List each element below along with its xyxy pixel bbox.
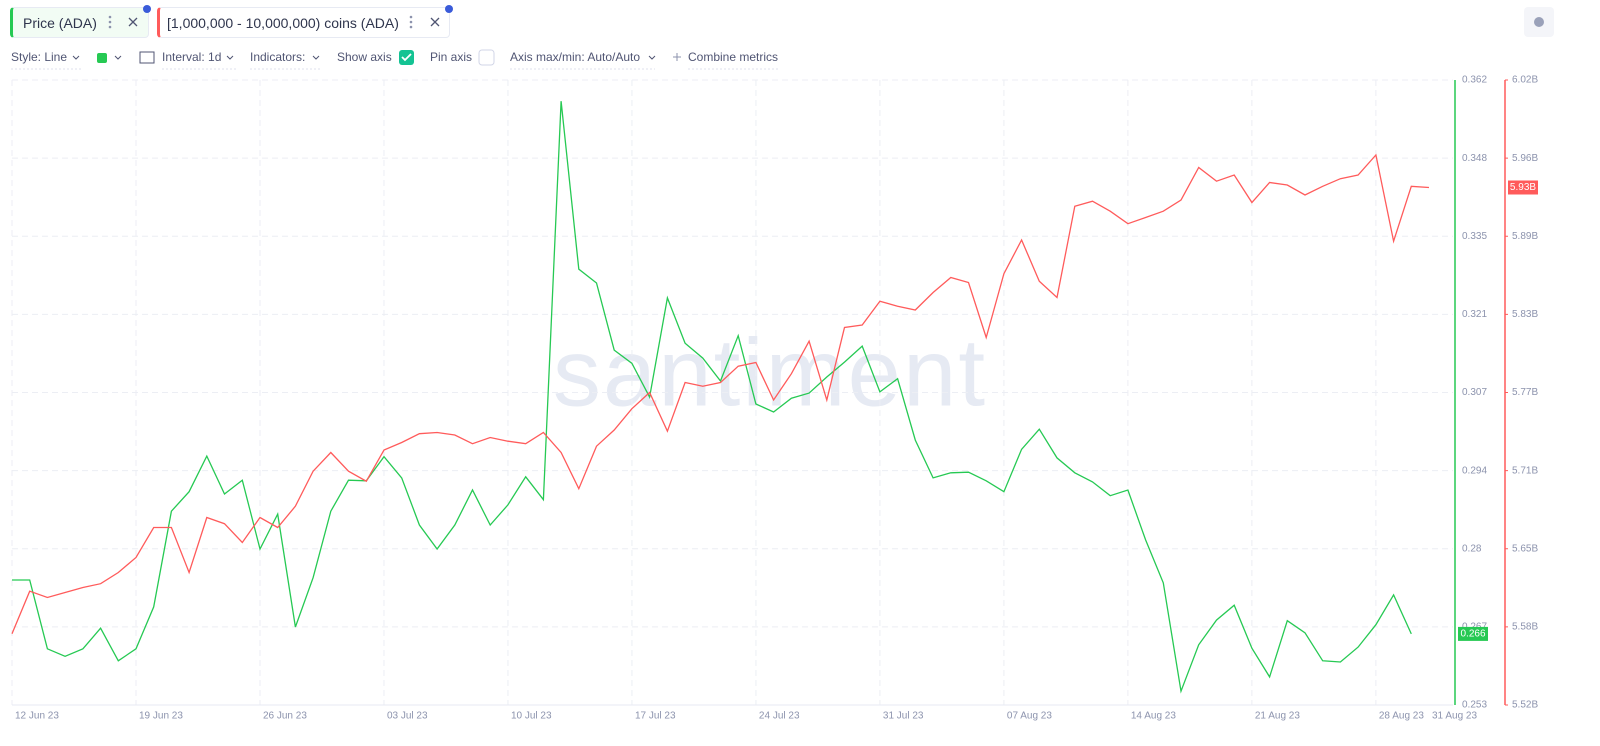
y-tick-label: 0.28 xyxy=(1462,543,1482,554)
x-tick-label: 24 Jul 23 xyxy=(759,711,800,722)
y-tick-label: 0.253 xyxy=(1462,700,1487,711)
y-tick-label: 0.335 xyxy=(1462,231,1487,242)
last-value-badge xyxy=(1508,180,1538,195)
x-tick-label: 19 Jun 23 xyxy=(139,711,183,722)
show-axis[interactable]: Show axis xyxy=(337,50,392,64)
y-tick-label: 0.294 xyxy=(1462,465,1487,476)
axis-minmax[interactable]: Axis max/min: Auto/Auto xyxy=(510,50,641,64)
tab-label: Price (ADA) xyxy=(23,15,97,31)
y-tick-label: 0.321 xyxy=(1462,309,1487,320)
x-tick-label: 21 Aug 23 xyxy=(1255,711,1300,722)
pin-axis[interactable]: Pin axis xyxy=(430,50,473,64)
tab-label: [1,000,000 - 10,000,000) coins (ADA) xyxy=(167,15,399,31)
y2-tick-label: 5.83B xyxy=(1512,309,1538,320)
last-value-label: 0.266 xyxy=(1460,629,1485,640)
x-tick-label: 14 Aug 23 xyxy=(1131,711,1176,722)
x-tick-label: 26 Jun 23 xyxy=(263,711,307,722)
indicators-select[interactable]: Indicators: xyxy=(250,50,306,64)
y-tick-label: 0.362 xyxy=(1462,75,1487,86)
x-tick-label: 28 Aug 23 xyxy=(1379,711,1424,722)
style-select[interactable]: Style: Line xyxy=(11,50,68,64)
x-tick-label: 17 Jul 23 xyxy=(635,711,676,722)
x-tick-label: 31 Jul 23 xyxy=(883,711,924,722)
metric-tab[interactable]: Price (ADA) xyxy=(10,7,149,38)
y-tick-label: 0.348 xyxy=(1462,153,1487,164)
last-value-label: 5.93B xyxy=(1510,182,1536,193)
metric-tab[interactable]: [1,000,000 - 10,000,000) coins (ADA) xyxy=(157,7,450,38)
x-tick-label: 03 Jul 23 xyxy=(387,711,428,722)
y2-tick-label: 5.71B xyxy=(1512,465,1538,476)
y2-tick-label: 5.52B xyxy=(1512,700,1538,711)
interval-select[interactable]: Interval: 1d xyxy=(162,50,222,64)
last-value-badge xyxy=(1458,626,1488,641)
y2-tick-label: 5.77B xyxy=(1512,387,1538,398)
x-tick-label: 31 Aug 23 xyxy=(1432,711,1477,722)
y2-tick-label: 5.96B xyxy=(1512,153,1538,164)
x-tick-label: 12 Jun 23 xyxy=(15,711,59,722)
y2-tick-label: 5.58B xyxy=(1512,622,1538,633)
x-tick-label: 10 Jul 23 xyxy=(511,711,552,722)
series-line xyxy=(12,101,1412,694)
series-line xyxy=(11,153,1430,634)
y-tick-label: 0.307 xyxy=(1462,387,1487,398)
combine-metrics[interactable]: Combine metrics xyxy=(688,50,779,64)
watermark: santiment xyxy=(553,319,987,426)
y2-tick-label: 5.89B xyxy=(1512,231,1538,242)
y2-tick-label: 5.65B xyxy=(1512,543,1538,554)
x-tick-label: 07 Aug 23 xyxy=(1007,711,1052,722)
y2-tick-label: 6.02B xyxy=(1512,75,1538,86)
